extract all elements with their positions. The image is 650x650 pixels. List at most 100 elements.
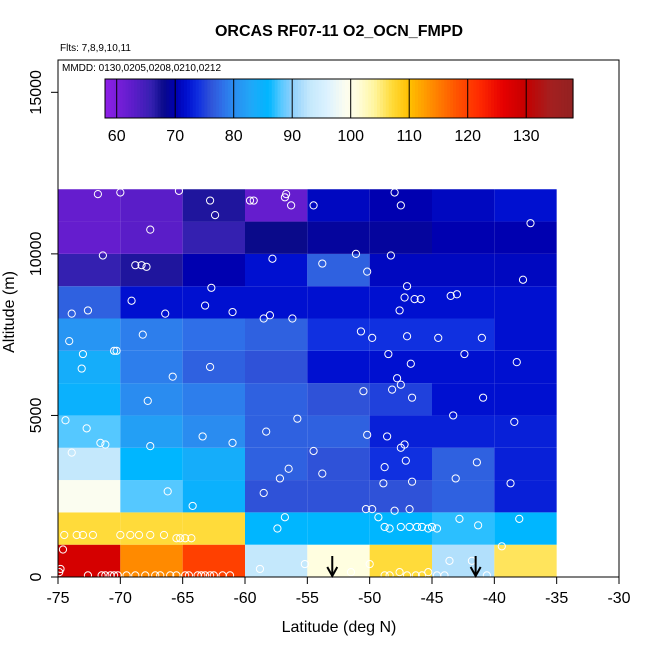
colorbar-segment xyxy=(339,79,343,118)
observation-point xyxy=(379,479,388,488)
observation-point xyxy=(181,571,190,580)
colorbar-segment xyxy=(374,79,378,118)
observation-point xyxy=(110,571,119,580)
heatmap-cell xyxy=(245,447,308,481)
observation-point xyxy=(384,349,393,359)
observation-point xyxy=(181,534,190,543)
observation-point xyxy=(262,427,271,436)
arrow-head xyxy=(469,566,482,579)
observation-point xyxy=(395,306,404,315)
observation-point xyxy=(346,568,356,577)
colorbar-segment xyxy=(219,79,223,118)
colorbar-segment xyxy=(502,79,507,118)
heatmap-cell xyxy=(307,447,370,481)
heatmap-cell xyxy=(369,447,432,481)
colorbar-segment xyxy=(303,79,308,118)
observation-point xyxy=(365,559,374,569)
observation-point xyxy=(245,196,255,205)
observation-point xyxy=(402,332,412,341)
observation-point xyxy=(416,295,425,304)
heatmap-cell xyxy=(120,189,183,222)
observation-point xyxy=(116,530,125,540)
observation-point xyxy=(385,524,394,533)
observation-point xyxy=(363,267,372,276)
colorbar-segment xyxy=(412,79,416,118)
x-tick-label: -75 xyxy=(46,590,69,607)
colorbar-segment xyxy=(300,79,305,118)
colorbar-segment xyxy=(110,79,115,118)
colorbar-segment xyxy=(134,79,138,118)
observation-point xyxy=(163,487,172,496)
observation-point xyxy=(424,524,433,533)
observation-point xyxy=(440,571,449,580)
observation-point xyxy=(174,186,184,195)
heatmap-cell xyxy=(494,544,557,577)
observation-point xyxy=(411,571,420,580)
observation-point xyxy=(445,556,454,565)
colorbar-segment xyxy=(151,79,156,118)
colorbar-segment xyxy=(274,79,279,118)
colorbar-segment xyxy=(286,79,290,118)
colorbar-segment xyxy=(341,79,346,118)
heatmap-cell xyxy=(182,253,245,287)
y-tick-label: 5000 xyxy=(28,398,45,434)
colorbar-segment xyxy=(546,79,551,118)
colorbar-segment xyxy=(333,79,337,118)
observation-point xyxy=(61,416,70,425)
colorbar-segment xyxy=(496,79,501,118)
colorbar-segment xyxy=(306,79,311,118)
heatmap-cell xyxy=(494,286,557,319)
heatmap-cell xyxy=(369,512,432,545)
colorbar-segment xyxy=(321,79,325,118)
observation-point xyxy=(259,314,268,323)
colorbar-segment xyxy=(514,79,519,118)
colorbar-segment xyxy=(227,79,232,118)
heatmap-cell xyxy=(58,480,121,513)
heatmap-cell xyxy=(58,189,121,222)
observation-point xyxy=(138,330,147,339)
colorbar-segment xyxy=(388,79,393,118)
heatmap-cell xyxy=(494,221,557,254)
heatmap-cell xyxy=(307,383,370,416)
heatmap-cell xyxy=(494,318,557,351)
heatmap-cell xyxy=(369,189,432,222)
observation-point xyxy=(96,438,105,448)
observation-point xyxy=(65,337,74,346)
observation-point xyxy=(407,477,417,486)
heatmap-cell xyxy=(245,415,308,448)
observation-point xyxy=(122,571,131,580)
colorbar-segment xyxy=(143,79,147,118)
colorbar-segment xyxy=(526,79,530,118)
observation-point xyxy=(126,530,135,540)
colorbar-segment xyxy=(491,79,495,118)
colorbar-segment xyxy=(183,79,188,118)
heatmap-cell xyxy=(245,221,308,254)
heatmap-cell xyxy=(58,318,121,351)
observation-point xyxy=(98,251,107,260)
observation-point xyxy=(93,189,102,199)
colorbar-segment xyxy=(222,79,226,118)
heatmap-cell xyxy=(58,383,121,416)
observation-point xyxy=(432,524,442,533)
colorbar: 60 70 80 90 100 110 120 130 xyxy=(104,78,574,145)
heatmap-cell xyxy=(307,512,370,545)
observation-point xyxy=(405,505,414,514)
colorbar-segment xyxy=(119,79,124,118)
heatmap-cell xyxy=(307,350,370,384)
observation-point xyxy=(395,568,404,577)
colorbar-segment xyxy=(447,79,451,118)
heatmap-cell xyxy=(182,286,245,319)
observation-point xyxy=(275,474,285,483)
colorbar-segment xyxy=(534,79,539,118)
observation-point xyxy=(146,442,155,451)
colorbar-segment xyxy=(505,79,510,118)
colorbar-segment xyxy=(248,79,252,118)
x-tick-label: -55 xyxy=(296,590,319,607)
observation-point xyxy=(386,251,395,260)
y-tick-label: 0 xyxy=(28,572,45,581)
colorbar-segment xyxy=(125,79,129,118)
observation-point xyxy=(137,261,146,270)
observation-point xyxy=(159,530,169,540)
heatmap-cell xyxy=(432,350,495,384)
